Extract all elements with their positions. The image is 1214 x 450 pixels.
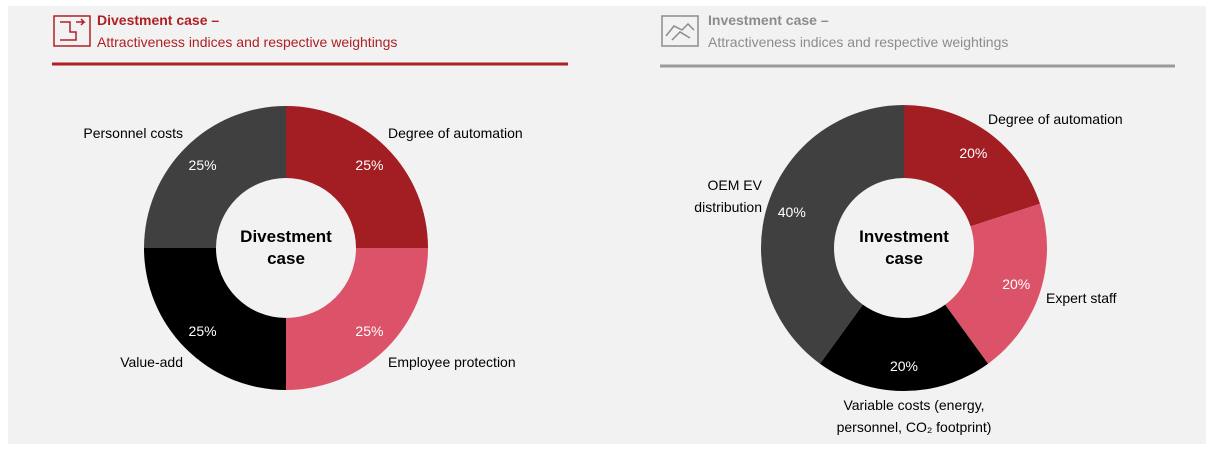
donut-segment <box>286 248 428 390</box>
donut-segment <box>819 304 989 392</box>
panel-subtitle: Attractiveness indices and respective we… <box>708 34 1009 50</box>
donut-segment <box>945 203 1047 364</box>
value-label: 25% <box>355 323 384 340</box>
invest-icon <box>661 15 699 47</box>
category-label: Degree of automation <box>988 111 1123 127</box>
center-label: Divestment case <box>240 227 332 268</box>
panel-title: Divestment case – <box>97 12 220 28</box>
value-label: 25% <box>188 323 217 340</box>
value-label: 20% <box>1002 276 1031 293</box>
donut-segment <box>144 248 286 390</box>
value-label: 20% <box>889 358 919 374</box>
divest-icon <box>53 15 91 47</box>
category-label: Expert staff <box>1046 290 1117 306</box>
donut-segment <box>286 106 428 248</box>
donut-segment <box>144 106 286 248</box>
value-label: 25% <box>188 156 217 173</box>
center-label: Investment case <box>859 227 949 268</box>
value-label: 40% <box>777 203 806 220</box>
category-label: OEM EV distribution <box>694 177 762 215</box>
donut-segment <box>904 105 1041 227</box>
donut-segment <box>761 105 904 364</box>
panel-title: Investment case – <box>708 12 829 28</box>
panel-subtitle: Attractiveness indices and respective we… <box>97 34 398 50</box>
category-label: Employee protection <box>388 354 516 370</box>
category-label: Personnel costs <box>83 125 183 141</box>
value-label: 25% <box>355 156 384 173</box>
category-label: Value-add <box>120 354 183 370</box>
value-label: 20% <box>959 144 988 161</box>
category-label: Variable costs (energy, personnel, CO₂ f… <box>836 397 992 435</box>
category-label: Degree of automation <box>388 125 523 141</box>
